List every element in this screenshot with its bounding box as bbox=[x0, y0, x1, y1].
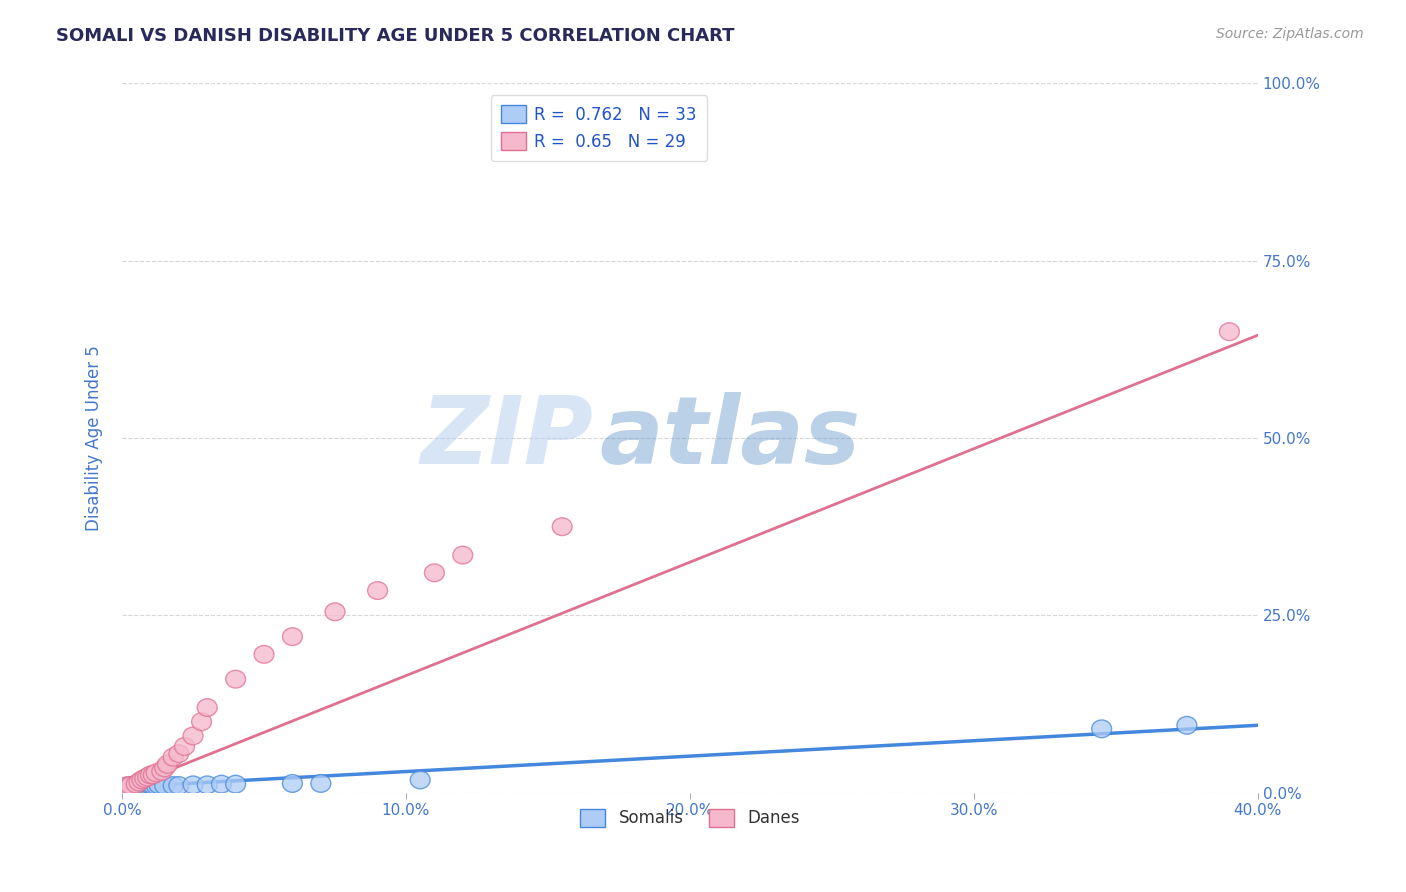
Ellipse shape bbox=[129, 773, 149, 791]
Ellipse shape bbox=[149, 776, 169, 794]
Ellipse shape bbox=[143, 766, 163, 784]
Ellipse shape bbox=[121, 777, 141, 795]
Ellipse shape bbox=[127, 775, 146, 793]
Ellipse shape bbox=[121, 778, 141, 796]
Ellipse shape bbox=[141, 766, 160, 784]
Ellipse shape bbox=[155, 777, 174, 795]
Ellipse shape bbox=[183, 776, 202, 794]
Ellipse shape bbox=[135, 770, 155, 788]
Text: SOMALI VS DANISH DISABILITY AGE UNDER 5 CORRELATION CHART: SOMALI VS DANISH DISABILITY AGE UNDER 5 … bbox=[56, 27, 735, 45]
Ellipse shape bbox=[132, 777, 152, 795]
Ellipse shape bbox=[191, 713, 211, 731]
Ellipse shape bbox=[118, 777, 138, 795]
Ellipse shape bbox=[146, 764, 166, 781]
Ellipse shape bbox=[127, 778, 146, 795]
Ellipse shape bbox=[163, 748, 183, 766]
Ellipse shape bbox=[1219, 323, 1239, 341]
Ellipse shape bbox=[367, 582, 388, 599]
Ellipse shape bbox=[325, 603, 344, 621]
Ellipse shape bbox=[425, 564, 444, 582]
Ellipse shape bbox=[283, 774, 302, 792]
Ellipse shape bbox=[197, 776, 217, 794]
Ellipse shape bbox=[129, 778, 149, 795]
Ellipse shape bbox=[124, 778, 143, 796]
Ellipse shape bbox=[121, 777, 141, 795]
Ellipse shape bbox=[211, 775, 232, 793]
Ellipse shape bbox=[553, 518, 572, 535]
Ellipse shape bbox=[1177, 716, 1197, 734]
Ellipse shape bbox=[135, 776, 155, 794]
Ellipse shape bbox=[118, 778, 138, 796]
Text: atlas: atlas bbox=[599, 392, 860, 484]
Ellipse shape bbox=[183, 727, 202, 745]
Ellipse shape bbox=[254, 646, 274, 664]
Ellipse shape bbox=[197, 698, 217, 716]
Ellipse shape bbox=[132, 778, 152, 795]
Ellipse shape bbox=[138, 768, 157, 786]
Ellipse shape bbox=[169, 745, 188, 763]
Ellipse shape bbox=[226, 670, 246, 688]
Text: Source: ZipAtlas.com: Source: ZipAtlas.com bbox=[1216, 27, 1364, 41]
Ellipse shape bbox=[157, 756, 177, 773]
Text: ZIP: ZIP bbox=[420, 392, 593, 484]
Ellipse shape bbox=[174, 738, 194, 756]
Ellipse shape bbox=[163, 777, 183, 795]
Ellipse shape bbox=[141, 776, 160, 794]
Legend: Somalis, Danes: Somalis, Danes bbox=[574, 802, 806, 834]
Ellipse shape bbox=[115, 778, 135, 796]
Ellipse shape bbox=[283, 628, 302, 646]
Ellipse shape bbox=[127, 777, 146, 795]
Ellipse shape bbox=[453, 546, 472, 564]
Ellipse shape bbox=[132, 771, 152, 789]
Ellipse shape bbox=[155, 759, 174, 777]
Ellipse shape bbox=[143, 777, 163, 795]
Ellipse shape bbox=[152, 763, 172, 780]
Ellipse shape bbox=[311, 774, 330, 792]
Ellipse shape bbox=[129, 777, 149, 795]
Ellipse shape bbox=[135, 777, 155, 795]
Ellipse shape bbox=[138, 778, 157, 795]
Ellipse shape bbox=[118, 778, 138, 795]
Ellipse shape bbox=[141, 777, 160, 795]
Ellipse shape bbox=[124, 778, 143, 795]
Ellipse shape bbox=[1091, 720, 1112, 738]
Ellipse shape bbox=[411, 771, 430, 789]
Ellipse shape bbox=[226, 775, 246, 793]
Ellipse shape bbox=[146, 777, 166, 795]
Ellipse shape bbox=[115, 778, 135, 796]
Ellipse shape bbox=[169, 777, 188, 795]
Y-axis label: Disability Age Under 5: Disability Age Under 5 bbox=[86, 345, 103, 531]
